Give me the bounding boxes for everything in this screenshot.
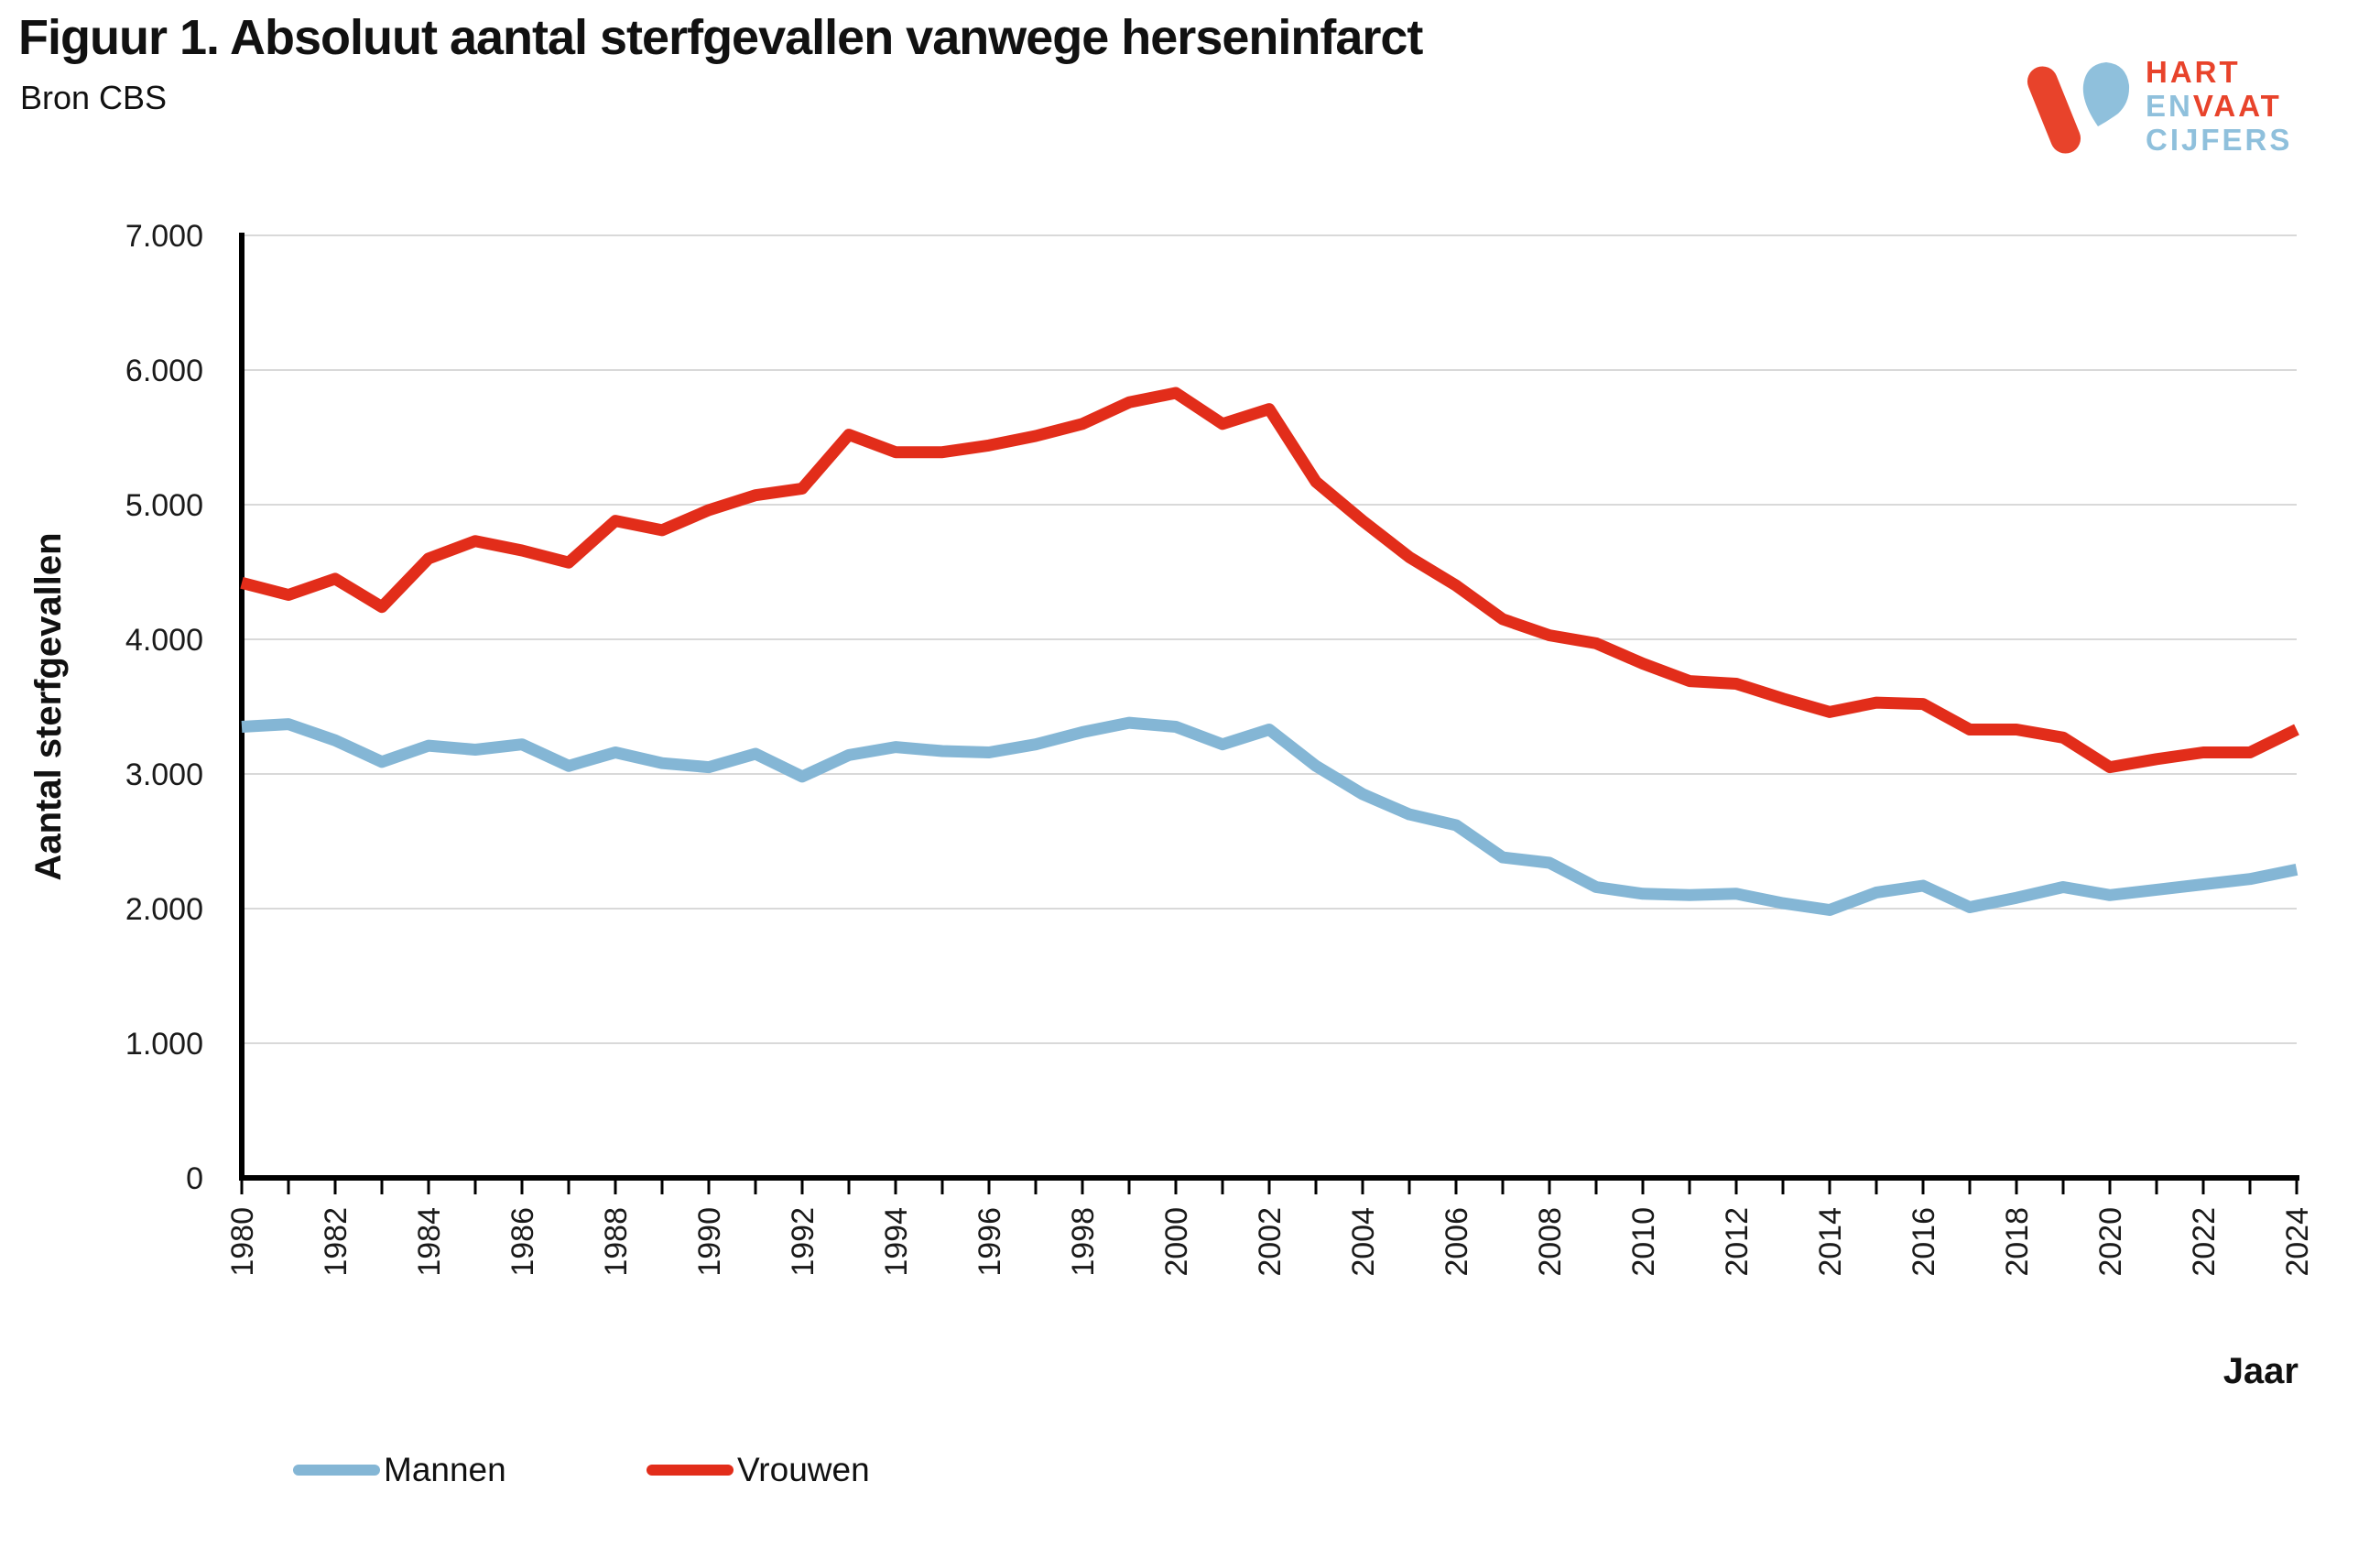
y-tick-label-6000: 6.000: [125, 354, 203, 388]
y-tick-label-3000: 3.000: [125, 757, 203, 792]
y-axis-title: Aantal sterfgevallen: [28, 532, 69, 880]
x-tick-label-2002: 2002: [1253, 1207, 1288, 1277]
legend-item-vrouwen: Vrouwen: [647, 1451, 870, 1488]
x-tick-label-1980: 1980: [225, 1207, 260, 1277]
legend-label-mannen: Mannen: [384, 1451, 506, 1488]
x-tick-label-2024: 2024: [2280, 1207, 2315, 1277]
x-tick-label-1996: 1996: [973, 1207, 1007, 1277]
legend-swatch-vrouwen: [647, 1465, 734, 1476]
x-tick-label-2000: 2000: [1159, 1207, 1194, 1277]
x-axis-title: Jaar: [2223, 1351, 2298, 1391]
logo-wordmark: HART ENVAAT CIJFERS: [2146, 55, 2292, 157]
chart-title: Figuur 1. Absoluut aantal sterfgevallen …: [18, 10, 1423, 65]
x-tick-label-2004: 2004: [1346, 1207, 1381, 1277]
y-tick-label-1000: 1.000: [125, 1027, 203, 1062]
legend-swatch-mannen: [293, 1465, 380, 1476]
x-tick-label-1992: 1992: [786, 1207, 821, 1277]
logo-word-cijfers: CIJFERS: [2146, 123, 2293, 157]
x-tick-label-2022: 2022: [2187, 1207, 2222, 1277]
logo-red-stroke: [2027, 66, 2081, 154]
legend-item-mannen: Mannen: [293, 1451, 506, 1488]
chart-source: Bron CBS: [20, 79, 168, 116]
x-tick-label-2010: 2010: [1626, 1207, 1661, 1277]
x-tick-label-2016: 2016: [1907, 1207, 1941, 1277]
y-tick-label-2000: 2.000: [125, 892, 203, 927]
x-tick-label-2020: 2020: [2093, 1207, 2128, 1277]
logo-word-hart: HART: [2146, 55, 2241, 89]
x-tick-label-2006: 2006: [1440, 1207, 1474, 1277]
x-tick-label-2008: 2008: [1533, 1207, 1568, 1277]
logo-word-vaat: VAAT: [2192, 89, 2282, 123]
x-tick-label-1988: 1988: [599, 1207, 634, 1277]
x-tick-label-1984: 1984: [412, 1207, 447, 1277]
legend-label-vrouwen: Vrouwen: [737, 1451, 870, 1488]
series-line-vrouwen: [240, 387, 2299, 774]
x-tick-label-2012: 2012: [1720, 1207, 1755, 1277]
chart-legend: Mannen Vrouwen: [0, 1451, 2380, 1507]
series-line-mannen: [241, 716, 2298, 916]
line-chart-plot: 0 1.000 2.000 3.000 4.000 5.000 6.000 7.000 1980…: [28, 219, 2315, 1391]
heart-logo-icon: [2027, 62, 2130, 154]
x-tick-label-1986: 1986: [505, 1207, 540, 1277]
y-tick-label-0: 0: [186, 1161, 203, 1196]
y-tick-label-5000: 5.000: [125, 488, 203, 523]
y-tick-label-7000: 7.000: [125, 219, 203, 254]
hartenvaatcijfers-logo: HART ENVAAT CIJFERS: [2019, 48, 2367, 167]
y-tick-label-4000: 4.000: [125, 623, 203, 658]
logo-blue-drop: [2082, 62, 2130, 126]
x-tick-label-1982: 1982: [319, 1207, 353, 1277]
x-tick-label-1990: 1990: [692, 1207, 727, 1277]
x-tick-label-2018: 2018: [2000, 1207, 2035, 1277]
x-tick-label-1994: 1994: [879, 1207, 914, 1277]
x-tick-label-1998: 1998: [1066, 1207, 1101, 1277]
x-tick-label-2014: 2014: [1813, 1207, 1848, 1277]
logo-word-en: EN: [2146, 89, 2193, 123]
